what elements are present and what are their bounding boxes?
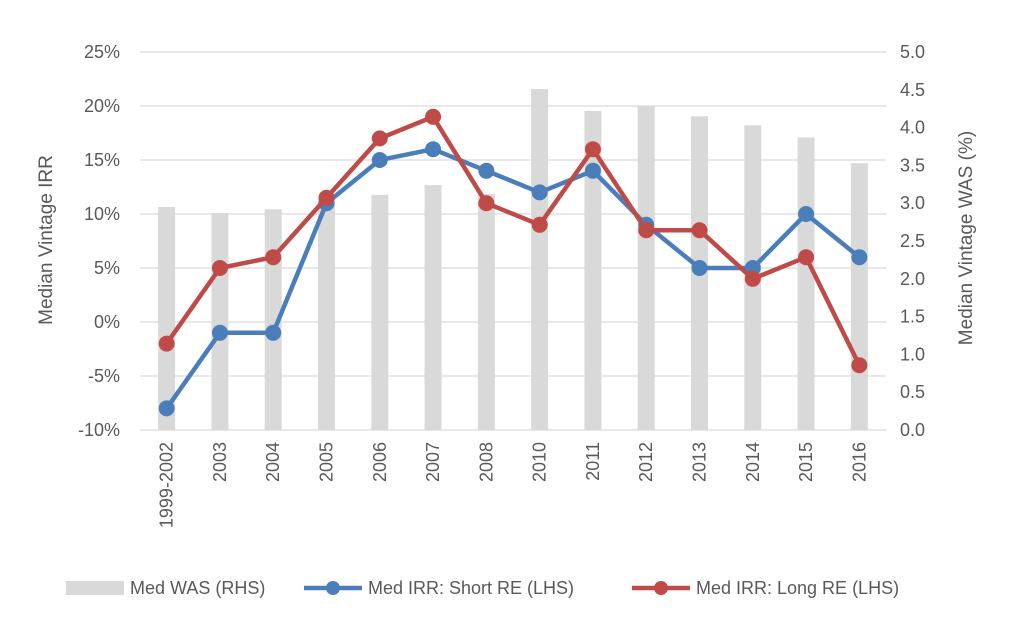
data-point bbox=[371, 130, 388, 147]
category-label: 2015 bbox=[796, 442, 816, 482]
left-tick-label: 20% bbox=[84, 96, 120, 116]
x-axis-category-labels: 1999-2002 2003 2004 2005 2006 2007 2008 2010 201… bbox=[157, 442, 870, 528]
data-point bbox=[158, 400, 175, 417]
legend-swatch-marker bbox=[654, 581, 668, 595]
data-point bbox=[425, 108, 442, 125]
right-tick-label: 3.5 bbox=[900, 155, 925, 175]
legend-label: Med WAS (RHS) bbox=[130, 578, 265, 598]
left-axis-ticks: -10% -5% 0% 5% 10% 15% 20% 25% bbox=[78, 42, 120, 440]
data-point bbox=[691, 222, 708, 239]
was-bar bbox=[318, 199, 335, 430]
category-label: 2011 bbox=[583, 442, 603, 481]
line-series-long-re bbox=[158, 108, 868, 374]
was-bar bbox=[477, 194, 495, 430]
left-tick-label: 0% bbox=[94, 312, 120, 332]
legend-label: Med IRR: Long RE (LHS) bbox=[696, 578, 899, 598]
was-bar bbox=[797, 137, 815, 431]
right-tick-label: 1.0 bbox=[900, 344, 925, 364]
data-point bbox=[371, 152, 388, 168]
was-bar bbox=[211, 213, 229, 430]
category-label: 2007 bbox=[423, 442, 443, 482]
left-tick-label: -5% bbox=[88, 366, 120, 386]
was-bar bbox=[531, 89, 549, 430]
category-label: 2008 bbox=[476, 442, 496, 482]
right-tick-label: 2.0 bbox=[900, 269, 925, 289]
right-tick-label: 1.5 bbox=[900, 307, 925, 327]
legend-label: Med IRR: Short RE (LHS) bbox=[368, 578, 574, 598]
category-label: 2010 bbox=[530, 442, 550, 482]
left-tick-label: 5% bbox=[94, 258, 120, 278]
data-point bbox=[478, 195, 495, 212]
data-point bbox=[744, 270, 761, 287]
was-bar bbox=[637, 105, 655, 431]
category-label: 2005 bbox=[317, 442, 337, 482]
series-line bbox=[164, 114, 862, 367]
gridlines bbox=[140, 51, 886, 431]
data-point bbox=[158, 335, 175, 352]
right-axis-title: Median Vintage WAS (%) bbox=[956, 131, 977, 345]
data-point bbox=[798, 206, 815, 222]
category-label: 2003 bbox=[210, 442, 230, 482]
legend-swatch-marker bbox=[326, 581, 340, 595]
right-tick-label: 4.5 bbox=[900, 80, 925, 100]
data-point bbox=[318, 189, 335, 206]
category-label: 2016 bbox=[849, 442, 869, 482]
was-bar bbox=[371, 194, 389, 430]
was-bar bbox=[584, 110, 602, 430]
data-point bbox=[638, 222, 655, 239]
category-label: 2014 bbox=[743, 442, 763, 482]
data-point bbox=[851, 249, 868, 266]
data-point bbox=[211, 324, 228, 341]
category-label: 2006 bbox=[370, 442, 390, 482]
right-tick-label: 3.0 bbox=[900, 193, 925, 213]
legend: Med WAS (RHS) Med IRR: Short RE (LHS) Med … bbox=[66, 578, 899, 598]
was-bar bbox=[424, 185, 442, 430]
right-axis-ticks: 0.0 0.5 1.0 1.5 2.0 2.5 3.0 3.5 4.0 4.5 5.0 bbox=[900, 42, 925, 440]
category-label: 2012 bbox=[636, 442, 656, 482]
data-point bbox=[584, 141, 601, 158]
category-label: 1999-2002 bbox=[157, 442, 177, 528]
left-tick-label: 15% bbox=[84, 150, 120, 170]
right-tick-label: 5.0 bbox=[900, 42, 925, 62]
left-axis-title: Median Vintage IRR bbox=[36, 155, 57, 325]
was-bar bbox=[158, 206, 176, 430]
data-point bbox=[584, 162, 601, 179]
legend-swatch-bar bbox=[66, 581, 124, 595]
left-tick-label: 10% bbox=[84, 204, 120, 224]
data-point bbox=[691, 260, 708, 276]
data-point bbox=[265, 249, 282, 266]
right-tick-label: 0.5 bbox=[900, 382, 925, 402]
was-bar bbox=[264, 209, 282, 430]
data-point bbox=[851, 357, 868, 374]
line-series bbox=[158, 108, 868, 417]
category-label: 2013 bbox=[690, 442, 710, 482]
left-tick-label: 25% bbox=[84, 42, 120, 62]
data-point bbox=[531, 184, 548, 201]
data-point bbox=[531, 216, 548, 233]
data-point bbox=[211, 260, 228, 276]
category-label: 2004 bbox=[263, 442, 283, 482]
right-tick-label: 2.5 bbox=[900, 231, 925, 251]
right-tick-label: 4.0 bbox=[900, 118, 925, 138]
right-tick-label: 0.0 bbox=[900, 420, 925, 440]
data-point bbox=[265, 324, 282, 341]
data-point bbox=[425, 141, 442, 158]
was-bar bbox=[850, 163, 868, 430]
data-point bbox=[478, 162, 495, 179]
data-point bbox=[798, 249, 815, 266]
left-tick-label: -10% bbox=[78, 420, 120, 440]
